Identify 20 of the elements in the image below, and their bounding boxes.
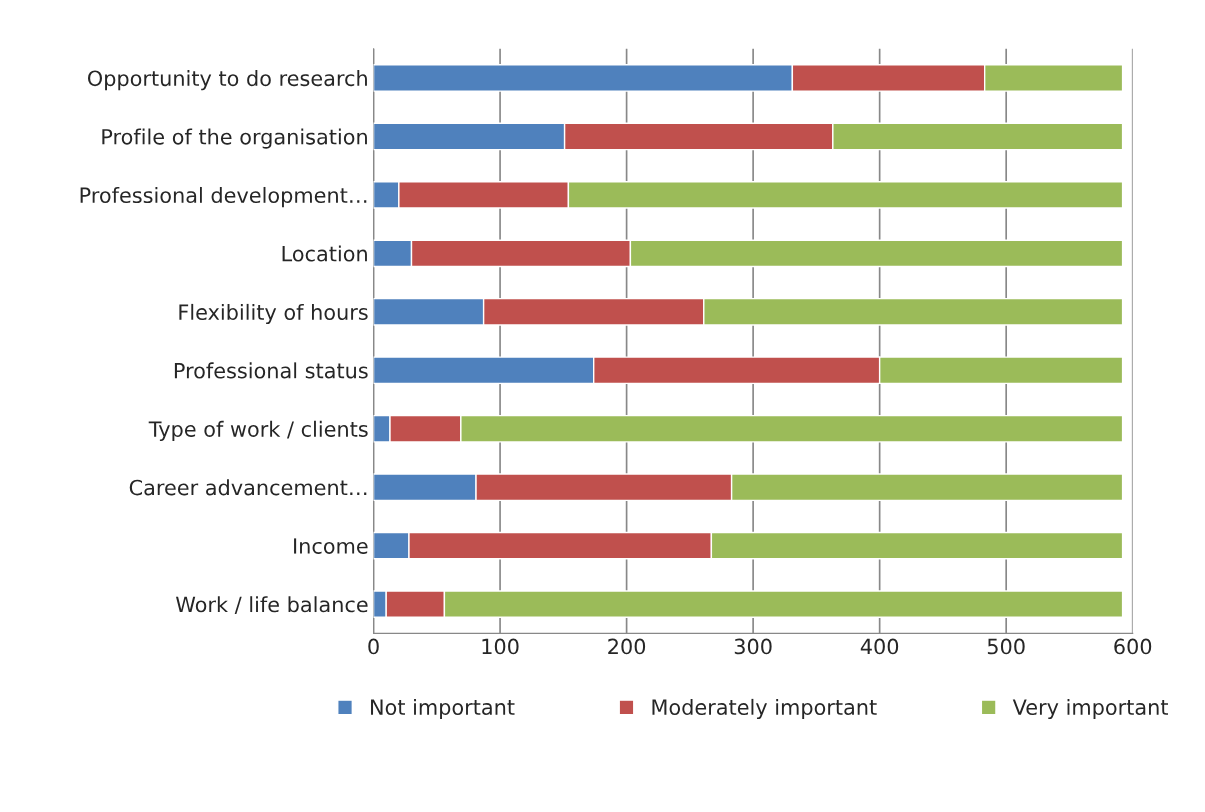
- x-tick-label: 200: [608, 638, 646, 655]
- y-tick-label: Flexibility of hours: [179, 303, 368, 325]
- x-tick-label: 100: [482, 638, 519, 655]
- y-tick-label: Professional development…: [80, 186, 367, 208]
- y-tick-label: Career advancement…: [129, 479, 367, 496]
- y-tick-label: Professional status: [174, 362, 368, 379]
- x-tick-label: 400: [860, 638, 899, 655]
- x-tick-label: 600: [1114, 638, 1152, 655]
- legend-label: Very important: [1012, 698, 1169, 720]
- y-tick-label: Profile of the organisation: [102, 128, 367, 149]
- y-tick-label: Income: [294, 538, 368, 554]
- y-tick-label: Location: [282, 245, 367, 262]
- y-tick-label: Type of work / clients: [148, 420, 368, 441]
- x-tick-label: 300: [734, 638, 772, 655]
- y-tick-label: Work / life balance: [176, 596, 368, 614]
- y-tick-label: Opportunity to do research: [87, 70, 367, 91]
- x-tick-label: 0: [368, 638, 379, 655]
- legend-label: Not important: [371, 698, 515, 720]
- legend-label: Moderately important: [652, 698, 877, 720]
- x-tick-label: 500: [987, 638, 1025, 655]
